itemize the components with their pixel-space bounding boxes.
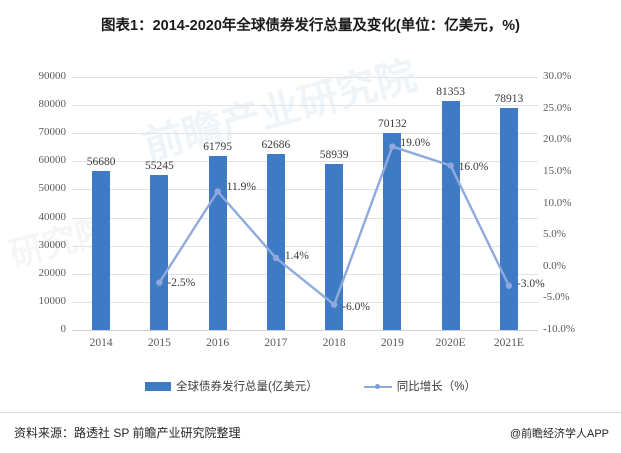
y-right-tick-label: 0.0%: [543, 259, 566, 272]
x-tick-label: 2014: [89, 337, 113, 349]
line-data-point[interactable]: [272, 254, 280, 262]
y-right-tick-label: -5.0%: [543, 291, 570, 304]
chart-legend: 全球债券发行总量(亿美元） 同比增长（%）: [0, 378, 621, 394]
line-value-label: 11.9%: [226, 181, 256, 194]
chart-title: 图表1：2014-2020年全球债券发行总量及变化(单位：亿美元，%): [101, 18, 520, 34]
line-data-point[interactable]: [389, 143, 396, 150]
x-tick-label: 2020E: [435, 337, 466, 349]
line-data-point[interactable]: [214, 188, 221, 195]
bar-value-label: 62686: [261, 138, 291, 151]
y-right-tick-label: 20.0%: [543, 133, 572, 146]
y-left-tick-label: 90000: [38, 70, 67, 82]
bar-2019[interactable]: [383, 132, 402, 330]
growth-line-path: [158, 145, 511, 306]
line-data-point[interactable]: [505, 282, 513, 289]
x-tick-label: 2015: [147, 337, 171, 349]
gridline: [72, 301, 538, 303]
bar-value-label: 56680: [86, 155, 116, 168]
bar-2014[interactable]: [92, 170, 111, 330]
y-right-tick-label: -10.0%: [543, 323, 576, 335]
y-right-tick-label: 5.0%: [543, 228, 566, 241]
y-left-tick-label: 80000: [38, 98, 67, 111]
line-value-label: -2.5%: [167, 276, 196, 289]
y-left-tick-label: 30000: [38, 238, 67, 251]
line-value-label: 1.4%: [284, 249, 309, 262]
y-left-tick-label: 10000: [38, 294, 67, 307]
bar-2015[interactable]: [150, 174, 169, 330]
y-left-tick-label: 40000: [38, 210, 67, 223]
line-data-point[interactable]: [156, 279, 163, 286]
y-left-tick-label: 60000: [38, 154, 67, 167]
y-right-tick-label: 25.0%: [543, 101, 572, 114]
bar-2020E[interactable]: [441, 101, 460, 330]
line-value-label: -3.0%: [516, 277, 545, 290]
gridline: [72, 105, 538, 107]
bar-value-label: 55245: [145, 159, 174, 172]
gridline: [72, 161, 538, 163]
bar-2018[interactable]: [325, 164, 344, 330]
y-axis-right: -10.0% -5.0% 0.0% 5.0% 10.0% 15.0% 20.0% 25.0% 3…: [543, 71, 613, 335]
legend-item-bar-series[interactable]: 全球债券发行总量(亿美元）: [144, 378, 318, 394]
source-text: 资料来源：路透社 SP 前瞻产业研究院整理: [14, 426, 241, 440]
line-data-point[interactable]: [447, 162, 454, 169]
bar-value-label: 81353: [436, 86, 465, 99]
bar-value-label: 78913: [494, 93, 524, 106]
y-left-tick-label: 20000: [38, 266, 67, 279]
x-tick-label: 2018: [322, 337, 346, 349]
app-credit: @前瞻经济学人APP: [509, 428, 609, 440]
bar-2017[interactable]: [266, 153, 285, 330]
x-tick-label: 2017: [264, 337, 288, 349]
legend-label-line: 同比增长（%）: [396, 381, 477, 393]
legend-label-bar: 全球债券发行总量(亿美元）: [175, 381, 318, 393]
bar-value-label: 61795: [203, 141, 232, 154]
x-axis: 2014 2015 2016 2017 2018 2019 2020E 2021E: [72, 336, 538, 354]
footer-divider: [0, 412, 621, 413]
y-left-tick-label: 70000: [38, 126, 67, 139]
y-left-tick-label: 50000: [38, 182, 67, 195]
gridline: [72, 133, 538, 135]
y-left-tick-label: 0: [60, 323, 67, 335]
y-right-tick-label: 30.0%: [543, 70, 572, 82]
gridline: [72, 77, 538, 78]
x-tick-label: 2019: [380, 337, 404, 349]
gridline: [72, 217, 538, 219]
y-right-tick-label: 15.0%: [543, 164, 572, 177]
gridline: [72, 330, 538, 331]
y-axis-left: 0 10000 20000 30000 40000 50000 60000 70000 8000…: [2, 71, 67, 335]
gridline: [72, 189, 538, 191]
line-data-point[interactable]: [330, 301, 338, 308]
bar-swatch-icon: [144, 381, 171, 391]
plot-area: 56680 55245 61795 62686 58939 70132 81353 78913…: [72, 77, 545, 331]
legend-item-line-series[interactable]: 同比增长（%）: [363, 378, 477, 394]
bar-value-label: 70132: [378, 117, 407, 130]
line-value-label: 19.0%: [400, 136, 431, 149]
y-right-tick-label: 10.0%: [543, 196, 572, 209]
gridline: [72, 245, 538, 247]
line-value-label: 16.0%: [458, 160, 489, 173]
line-series-layer: [156, 143, 513, 308]
line-value-label: -6.0%: [342, 300, 370, 313]
x-tick-label: 2021E: [493, 337, 524, 349]
x-tick-label: 2016: [206, 337, 230, 349]
bar-value-label: 58939: [319, 149, 349, 162]
gridline: [72, 273, 538, 275]
line-swatch-icon: [363, 382, 392, 391]
